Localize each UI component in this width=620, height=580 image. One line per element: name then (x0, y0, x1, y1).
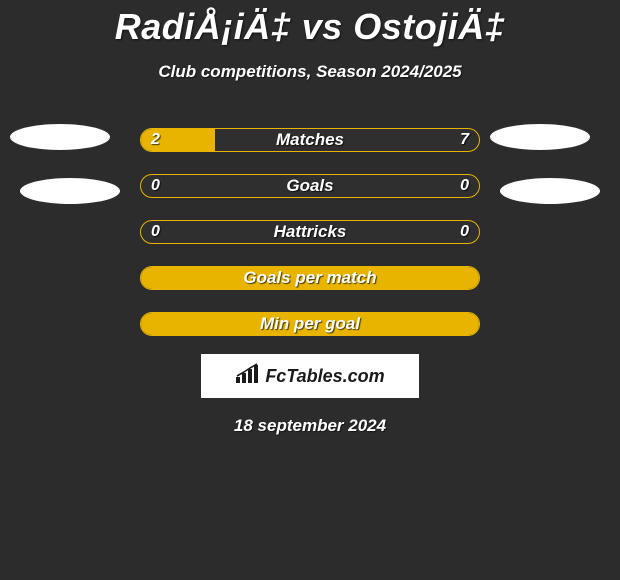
player-avatar-placeholder (490, 124, 590, 150)
page-title: RadiÅ¡iÄ‡ vs OstojiÄ‡ (115, 6, 506, 48)
stat-bar: Min per goal (140, 312, 480, 336)
stat-left-value: 0 (151, 177, 160, 195)
stat-bar-fill (141, 313, 479, 335)
stat-label: Goals (141, 176, 479, 196)
brand-logo-text: FcTables.com (265, 366, 384, 387)
bar-chart-icon (235, 363, 261, 390)
stat-bar-fill (141, 267, 479, 289)
stat-right-value: 0 (460, 223, 469, 241)
stat-bar: Goals per match (140, 266, 480, 290)
player-avatar-placeholder (500, 178, 600, 204)
page-subtitle: Club competitions, Season 2024/2025 (158, 62, 461, 82)
stat-right-value: 7 (460, 131, 469, 149)
player-avatar-placeholder (10, 124, 110, 150)
stat-bar: 0 0Goals (140, 174, 480, 198)
stat-right-value: 0 (460, 177, 469, 195)
stat-label: Hattricks (141, 222, 479, 242)
player-avatar-placeholder (20, 178, 120, 204)
stat-left-value: 0 (151, 223, 160, 241)
brand-logo: FcTables.com (201, 354, 419, 398)
date-text: 18 september 2024 (234, 416, 386, 436)
stat-left-value: 2 (151, 131, 160, 149)
stats-rows: 27Matches00Goals00HattricksGoals per mat… (0, 128, 620, 336)
content-wrapper: RadiÅ¡iÄ‡ vs OstojiÄ‡ Club competitions,… (0, 0, 620, 436)
stat-bar: 27Matches (140, 128, 480, 152)
stat-bar: 0 0Hattricks (140, 220, 480, 244)
